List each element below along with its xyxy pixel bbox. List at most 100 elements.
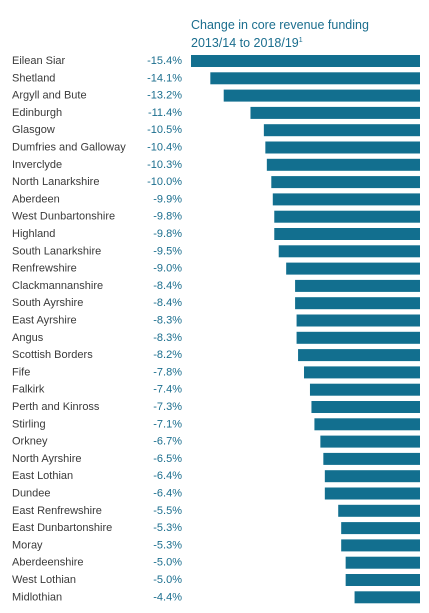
value-label: -14.1% xyxy=(147,72,182,84)
value-label: -7.3% xyxy=(153,401,182,413)
value-label: -9.0% xyxy=(153,263,182,275)
category-label: Dumfries and Galloway xyxy=(12,142,126,154)
value-label: -8.3% xyxy=(153,315,182,327)
chart-title-period: 2013/14 to 2018/19 xyxy=(191,36,299,50)
chart-title: Change in core revenue funding 2013/14 t… xyxy=(191,16,426,52)
bar xyxy=(341,539,420,552)
bar xyxy=(265,141,420,154)
category-label: West Lothian xyxy=(12,574,76,586)
footnote-marker: 1 xyxy=(298,36,303,44)
bar xyxy=(320,435,420,448)
category-label: East Lothian xyxy=(12,470,73,482)
bar xyxy=(338,504,420,517)
value-label: -8.3% xyxy=(153,332,182,344)
value-label: -7.8% xyxy=(153,366,182,378)
bar xyxy=(309,383,420,396)
bar xyxy=(304,366,420,379)
category-label: Aberdeen xyxy=(12,193,60,205)
bar xyxy=(274,228,420,240)
bar xyxy=(323,452,420,465)
bar xyxy=(263,124,420,137)
value-label: -13.2% xyxy=(147,90,182,102)
bar xyxy=(295,297,420,310)
value-label: -6.4% xyxy=(153,470,182,482)
category-label: West Dunbartonshire xyxy=(12,211,115,223)
category-label: East Renfrewshire xyxy=(12,505,102,517)
bar xyxy=(278,245,420,258)
category-label: Scottish Borders xyxy=(12,349,93,361)
value-label: -7.1% xyxy=(153,418,182,430)
bar xyxy=(298,349,420,362)
bar xyxy=(311,401,420,413)
value-label: -9.8% xyxy=(153,228,182,240)
category-label: Aberdeenshire xyxy=(12,557,84,569)
value-label: -9.5% xyxy=(153,245,182,257)
chart-title-line-2: 2013/14 to 2018/191 xyxy=(191,34,426,52)
chart-title-line-1: Change in core revenue funding xyxy=(191,18,369,32)
bar xyxy=(250,106,420,119)
bar xyxy=(210,72,420,85)
value-label: -6.4% xyxy=(153,488,182,500)
bar xyxy=(191,55,420,67)
value-label: -8.4% xyxy=(153,280,182,292)
category-label: East Dunbartonshire xyxy=(12,522,112,534)
value-label: -5.0% xyxy=(153,557,182,569)
bar xyxy=(354,591,420,604)
category-label: Eilean Siar xyxy=(12,55,66,67)
category-label: North Lanarkshire xyxy=(12,176,99,188)
value-label: -15.4% xyxy=(147,55,182,67)
bar xyxy=(272,193,420,206)
bar xyxy=(286,262,420,275)
category-label: Highland xyxy=(12,228,55,240)
category-label: North Ayrshire xyxy=(12,453,82,465)
value-label: -6.5% xyxy=(153,453,182,465)
value-label: -6.7% xyxy=(153,436,182,448)
category-label: East Ayrshire xyxy=(12,315,77,327)
bars xyxy=(191,55,420,604)
bar xyxy=(295,279,420,292)
category-label: Falkirk xyxy=(12,384,45,396)
category-label: Midlothian xyxy=(12,591,62,603)
value-label: -5.3% xyxy=(153,539,182,551)
bar xyxy=(314,418,420,431)
value-label: -11.4% xyxy=(148,107,182,119)
category-label: Inverclyde xyxy=(12,159,62,171)
category-label: Edinburgh xyxy=(12,107,62,119)
bar xyxy=(296,314,420,327)
value-label: -8.4% xyxy=(153,297,182,309)
bar xyxy=(324,487,420,500)
category-label: Angus xyxy=(12,332,44,344)
category-label: Orkney xyxy=(12,436,48,448)
bar xyxy=(324,470,420,483)
value-label: -10.4% xyxy=(147,142,182,154)
bar xyxy=(223,89,420,102)
category-label: Fife xyxy=(12,366,30,378)
value-label: -10.0% xyxy=(147,176,182,188)
value-label: -7.4% xyxy=(153,384,182,396)
category-label: Moray xyxy=(12,539,43,551)
value-label: -5.3% xyxy=(153,522,182,534)
category-labels: Eilean Siar Shetland Argyll and Bute Edinbu… xyxy=(12,55,126,603)
bar xyxy=(266,158,420,171)
category-label: Perth and Kinross xyxy=(12,401,100,413)
value-label: -8.2% xyxy=(153,349,182,361)
value-label: -5.5% xyxy=(153,505,182,517)
bar xyxy=(345,574,420,586)
value-label: -5.0% xyxy=(153,574,182,586)
value-label: -4.4% xyxy=(153,591,182,603)
bar xyxy=(345,556,420,569)
bar xyxy=(271,176,420,189)
category-label: Dundee xyxy=(12,488,51,500)
value-labels: -15.4% -14.1% -13.2% -11.4% -10.5% -10.4% -10.… xyxy=(147,55,182,603)
category-label: South Lanarkshire xyxy=(12,245,101,257)
bar xyxy=(274,210,420,223)
bar xyxy=(341,522,420,535)
category-label: Argyll and Bute xyxy=(12,90,87,102)
bar xyxy=(296,331,420,344)
category-label: Glasgow xyxy=(12,124,55,136)
category-label: Shetland xyxy=(12,72,55,84)
value-label: -9.8% xyxy=(153,211,182,223)
category-label: South Ayrshire xyxy=(12,297,83,309)
value-label: -10.5% xyxy=(147,124,182,136)
